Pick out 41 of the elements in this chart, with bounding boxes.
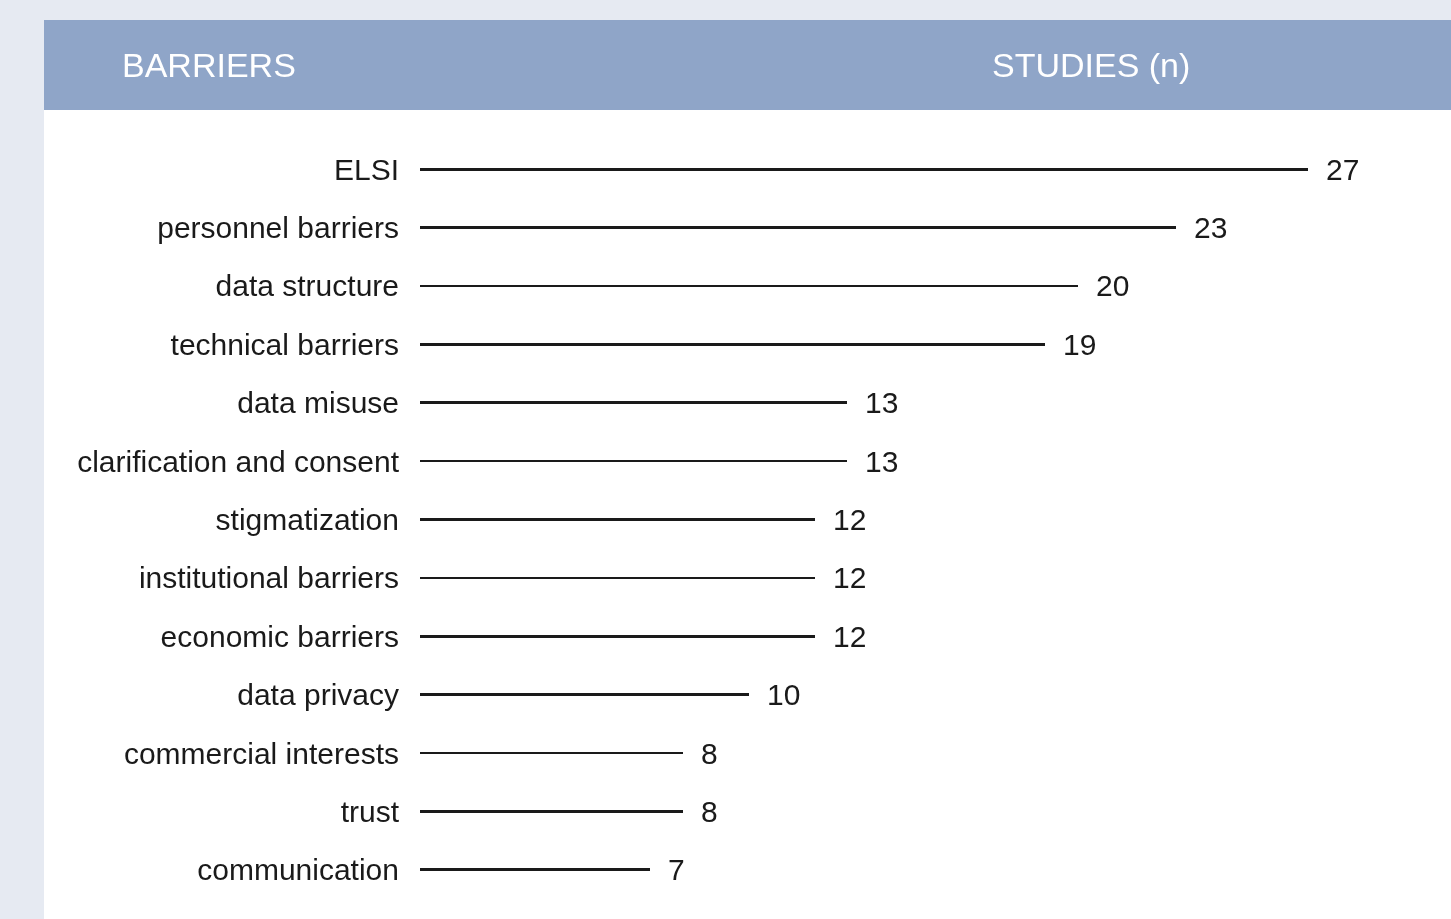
y-tick-label: personnel barriers [157,211,399,245]
y-tick-label: data structure [215,269,399,303]
y-axis-title: BARRIERS [122,46,296,84]
bar [420,868,650,871]
data-label: 20 [1096,269,1130,302]
bar [420,518,815,521]
bar [420,693,749,696]
y-tick-label: stigmatization [215,503,399,536]
data-label: 23 [1194,211,1228,244]
x-axis-title: STUDIES (n) [992,46,1191,84]
y-tick-label: institutional barriers [138,561,399,595]
bar [420,635,815,638]
bar [420,226,1176,229]
bar [420,752,683,754]
y-tick-label: trust [340,794,400,828]
y-tick-label: economic barriers [160,619,399,653]
y-tick-label: data privacy [237,678,399,712]
bar [420,460,847,462]
data-label: 12 [833,561,867,594]
y-tick-label: technical barriers [170,327,399,361]
data-label: 10 [767,678,801,711]
y-tick-label: ELSI [333,152,399,186]
bar [420,577,815,579]
data-label: 19 [1063,328,1097,361]
data-label: 7 [668,853,685,886]
y-tick-label: data misuse [237,386,399,420]
bar [420,810,683,813]
data-label: 27 [1326,153,1360,186]
data-label: 12 [833,620,867,653]
bar [420,285,1078,287]
bar [420,401,847,404]
bar [420,168,1308,171]
data-label: 8 [701,795,718,828]
data-label: 8 [701,737,718,770]
y-tick-label: clarification and consent [77,444,400,478]
data-label: 12 [833,503,867,536]
data-label: 13 [865,445,899,478]
y-tick-label: communication [197,853,399,887]
data-label: 13 [865,386,899,419]
y-tick-label: commercial interests [123,736,399,770]
bar [420,343,1045,346]
